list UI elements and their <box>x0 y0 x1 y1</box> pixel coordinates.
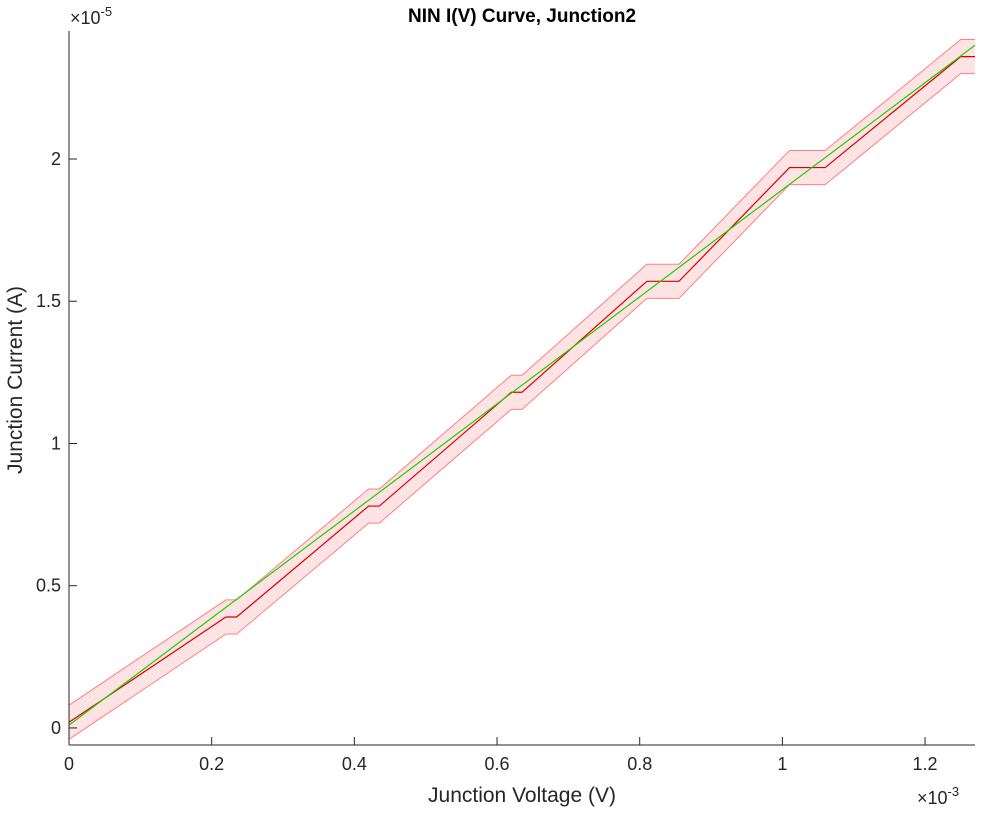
y-exponent-label: ×10-5 <box>70 4 112 28</box>
x-tick-label: 0.6 <box>485 754 510 774</box>
y-axis-label: Junction Current (A) <box>4 286 27 474</box>
x-tick-label: 0.8 <box>627 754 652 774</box>
x-exponent-label: ×10-3 <box>917 784 959 808</box>
ticks-layer: 0 0.2 0.4 0.6 0.8 1 1.2 0 0.5 1 1.5 2 <box>36 149 938 774</box>
chart-title: NIN I(V) Curve, Junction2 <box>408 6 636 27</box>
x-tick-label: 1 <box>777 754 787 774</box>
y-tick-label: 1 <box>51 433 61 453</box>
x-tick-label: 0.2 <box>199 754 224 774</box>
x-tick-label: 1.2 <box>913 754 938 774</box>
x-tick-label: 0.4 <box>342 754 367 774</box>
y-tick-label: 1.5 <box>36 291 61 311</box>
y-tick-label: 0 <box>51 718 61 738</box>
x-axis-label: Junction Voltage (V) <box>428 784 616 807</box>
series-layer <box>68 44 976 726</box>
axes-layer <box>68 31 975 746</box>
fit-line <box>68 44 976 726</box>
confidence-band-lower <box>68 73 975 740</box>
y-tick-label: 0.5 <box>36 576 61 596</box>
y-tick-label: 2 <box>51 149 61 169</box>
x-tick-label: 0 <box>64 754 74 774</box>
measured-curve-line <box>68 56 975 723</box>
